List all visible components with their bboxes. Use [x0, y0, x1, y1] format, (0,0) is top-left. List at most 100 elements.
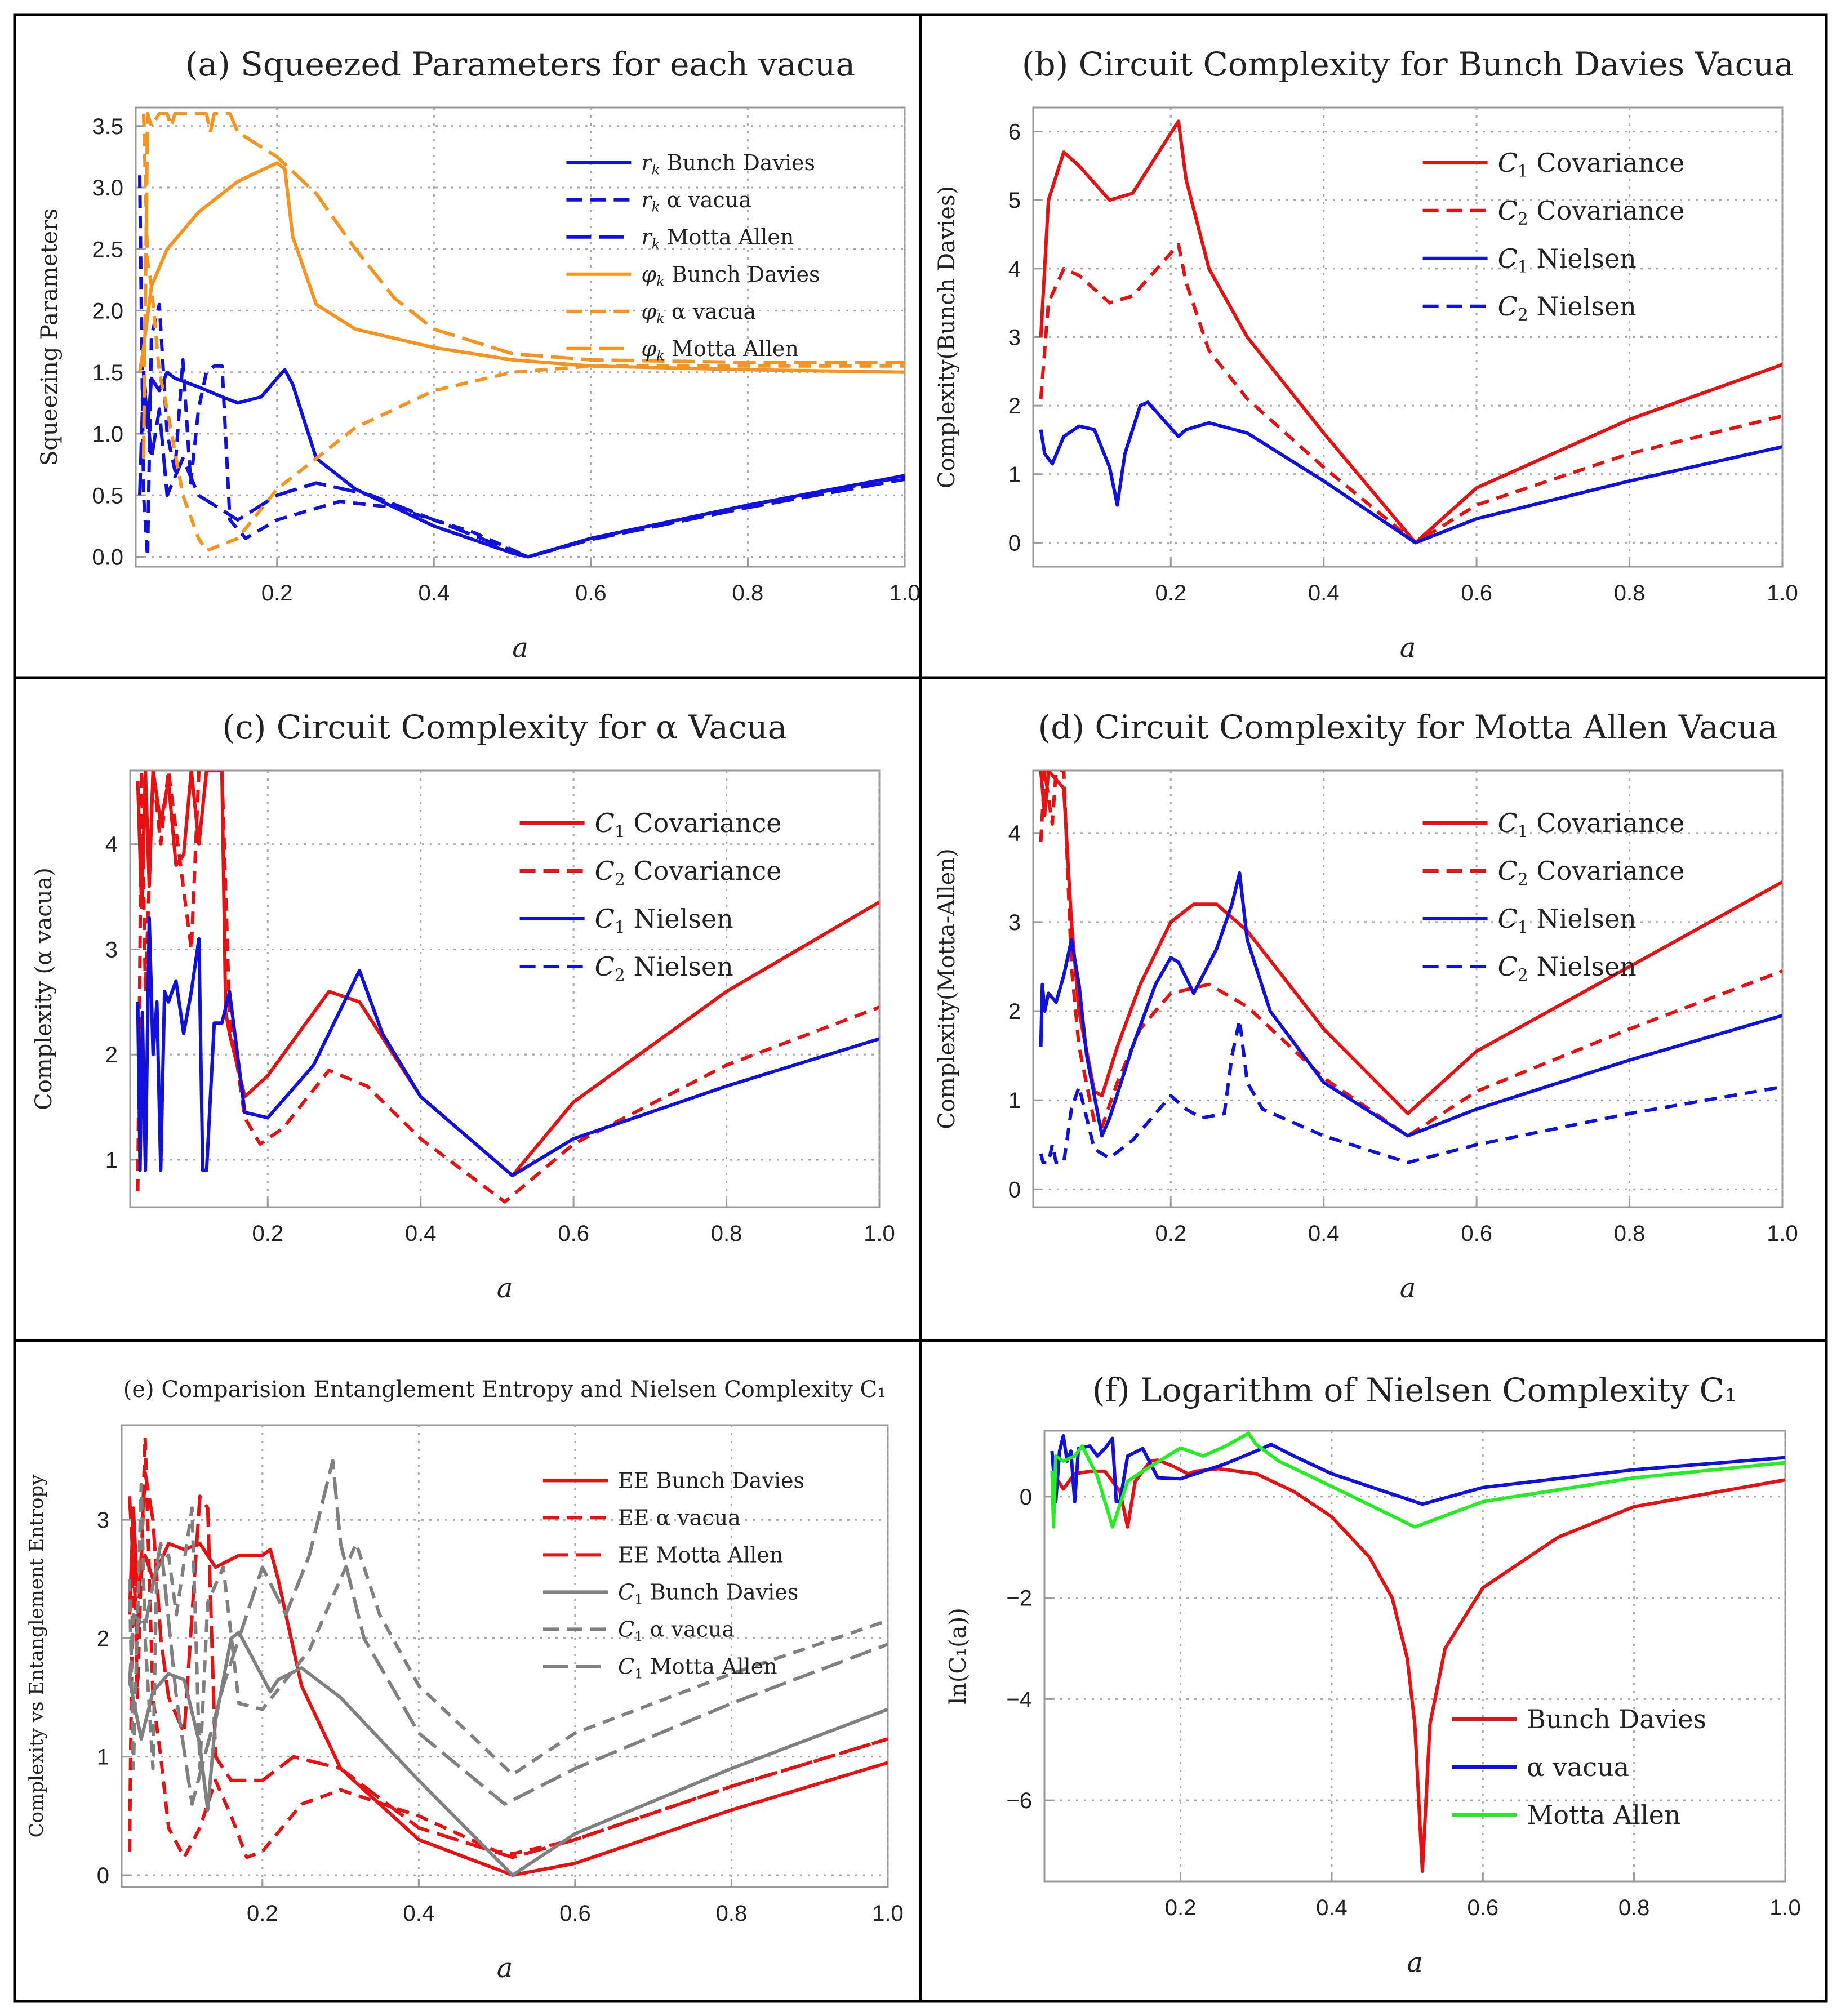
series-line	[141, 113, 905, 553]
series-group	[136, 771, 879, 1204]
series-line	[1039, 243, 1782, 545]
x-tick-label: 0.8	[1614, 581, 1646, 606]
series-group	[1039, 119, 1782, 545]
x-axis-label: a	[1400, 1272, 1416, 1304]
plot-frame	[1043, 1430, 1786, 1883]
panel-b: (b) Circuit Complexity for Bunch Davies …	[934, 45, 1798, 664]
legend-label: C2 Nielsen	[1498, 951, 1637, 985]
y-tick-label: 2	[97, 1626, 109, 1651]
y-tick-label: 3	[97, 1508, 109, 1533]
x-tick-label: 0.4	[1308, 581, 1340, 606]
legend-label: C1 Motta Allen	[618, 1654, 777, 1682]
legend-label: C2 Covariance	[1498, 856, 1685, 889]
plot-frame	[1032, 769, 1784, 1208]
y-axis-label: Complexity (α vacua)	[31, 867, 57, 1110]
x-tick-label: 1.0	[1767, 1221, 1798, 1246]
y-tick-label: −4	[1006, 1687, 1032, 1712]
series-line	[1039, 1018, 1782, 1164]
panel-e: (e) Comparision Entanglement Entropy and…	[25, 1377, 904, 1984]
x-tick-label: 1.0	[1769, 1895, 1801, 1920]
series-group	[138, 112, 905, 559]
legend-label: EE Motta Allen	[618, 1543, 783, 1568]
x-tick-label: 0.8	[1618, 1895, 1650, 1920]
y-tick-label: 2	[1008, 999, 1021, 1024]
series-line	[1039, 771, 1782, 1115]
x-tick-label: 1.0	[864, 1221, 895, 1246]
y-axis-label: Complexity(Bunch Davies)	[934, 186, 960, 488]
y-tick-label: 0.0	[92, 545, 123, 570]
y-tick-label: 1	[105, 1148, 118, 1173]
series-line	[1039, 771, 1782, 1138]
x-tick-label: 0.6	[559, 1901, 591, 1926]
x-tick-label: 0.2	[1165, 1895, 1197, 1920]
x-tick-label: 0.4	[418, 581, 450, 606]
x-tick-label: 0.8	[732, 581, 764, 606]
y-tick-label: 0	[1020, 1485, 1032, 1510]
legend-label: C2 Nielsen	[1498, 291, 1637, 325]
legend-label: rk α vacua	[641, 188, 751, 215]
panel-title: (b) Circuit Complexity for Bunch Davies …	[1022, 45, 1794, 83]
legend-label: C2 Covariance	[595, 856, 782, 889]
x-tick-label: 0.4	[1308, 1221, 1340, 1246]
y-tick-label: 0	[1008, 531, 1021, 555]
legend: C1 Covariance C2 Covariance C1 Nielsen C2 N…	[1422, 808, 1685, 985]
x-tick-label: 0.4	[405, 1221, 437, 1246]
series-line	[138, 175, 905, 559]
series-line	[138, 161, 905, 374]
legend-label: Bunch Davies	[1527, 1704, 1706, 1734]
legend-label: φk Bunch Davies	[641, 262, 820, 290]
y-tick-label: 3.5	[92, 114, 123, 139]
x-axis-label: a	[1400, 632, 1416, 664]
legend-label: rk Motta Allen	[641, 225, 794, 252]
legend-label: φk α vacua	[641, 299, 756, 327]
x-tick-label: 0.2	[247, 1901, 278, 1926]
x-tick-label: 0.4	[1316, 1895, 1348, 1920]
panel-f: (f) Logarithm of Nielsen Complexity C₁ 0.…	[945, 1371, 1801, 1978]
series-line	[1039, 119, 1782, 545]
x-tick-label: 0.2	[1155, 1221, 1186, 1246]
y-tick-label: 3	[1008, 326, 1021, 350]
y-axis-label: Squeezing Parameters	[37, 208, 63, 466]
legend-label: C1 Nielsen	[1498, 243, 1637, 277]
y-tick-label: 0	[1008, 1177, 1021, 1202]
legend-label: C1 Covariance	[595, 808, 782, 842]
series-line	[127, 1459, 888, 1806]
panel-a: (a) Squeezed Parameters for each vacua 0.…	[37, 45, 920, 664]
series-group	[1039, 771, 1782, 1164]
panel-title: (c) Circuit Complexity for α Vacua	[223, 708, 788, 746]
y-tick-label: 0	[97, 1863, 109, 1888]
series-line	[1050, 1431, 1785, 1529]
series-group	[1050, 1431, 1785, 1873]
legend-label: C1 Bunch Davies	[618, 1580, 798, 1608]
x-tick-label: 0.6	[1461, 581, 1492, 606]
legend-label: C1 Covariance	[1498, 148, 1685, 181]
x-tick-label: 0.2	[261, 581, 293, 606]
panel-borders	[13, 13, 1828, 2003]
y-tick-label: 3	[105, 937, 118, 962]
y-tick-label: 2.0	[92, 299, 123, 324]
legend-label: C1 Nielsen	[1498, 904, 1637, 937]
series-line	[138, 370, 905, 559]
y-tick-label: 4	[105, 833, 118, 857]
y-tick-label: 1.0	[92, 422, 123, 447]
legend-label: EE Bunch Davies	[618, 1468, 804, 1493]
legend-label: C2 Nielsen	[595, 951, 733, 985]
y-tick-label: 1	[97, 1745, 109, 1770]
x-axis-label: a	[497, 1952, 513, 1984]
x-tick-label: 1.0	[1767, 581, 1798, 606]
legend: EE Bunch Davies EE α vacua EE Motta Allen C…	[543, 1468, 804, 1682]
y-tick-label: −2	[1006, 1586, 1032, 1611]
y-tick-label: 0.5	[92, 483, 123, 508]
x-tick-label: 1.0	[872, 1901, 904, 1926]
panel-title: (a) Squeezed Parameters for each vacua	[185, 45, 855, 83]
panel-title: (d) Circuit Complexity for Motta Allen V…	[1038, 708, 1778, 746]
x-tick-label: 0.6	[558, 1221, 589, 1246]
y-tick-label: 5	[1008, 188, 1021, 213]
y-tick-label: −6	[1006, 1788, 1032, 1813]
series-line	[127, 1483, 888, 1777]
plot-frame	[129, 769, 881, 1208]
x-tick-label: 0.2	[1155, 581, 1186, 606]
x-tick-label: 0.6	[1461, 1221, 1492, 1246]
y-tick-label: 1	[1008, 462, 1021, 487]
